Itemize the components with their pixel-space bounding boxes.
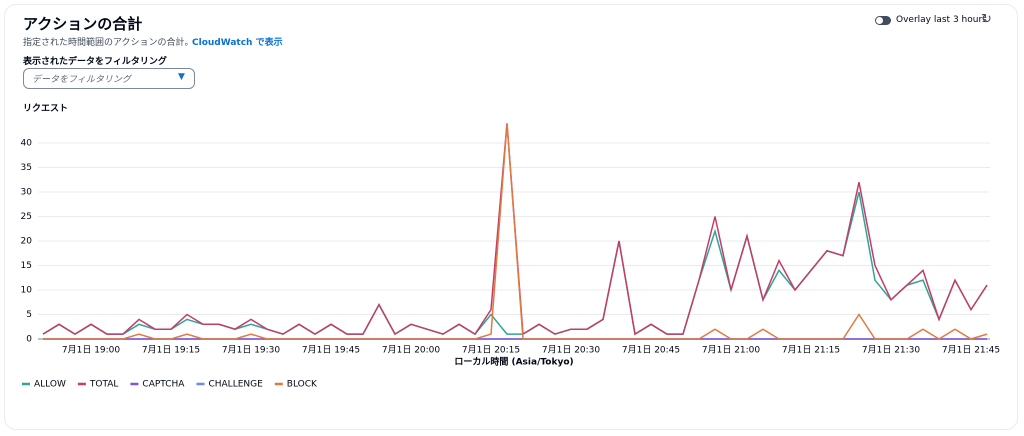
- x-tick-label: 7月1日 19:45: [302, 345, 360, 356]
- y-tick-label: 10: [21, 286, 33, 296]
- y-tick-label: 25: [21, 212, 32, 222]
- x-tick-label: 7月1日 21:00: [702, 345, 761, 356]
- filter-label: 表示されたデータをフィルタリング: [23, 57, 167, 67]
- legend-label: CAPTCHA: [142, 380, 185, 390]
- y-tick-label: 35: [21, 163, 32, 173]
- legend-label: CHALLENGE: [208, 380, 263, 390]
- refresh-icon[interactable]: ↻: [981, 12, 992, 27]
- x-tick-label: 7月1日 19:00: [62, 345, 121, 356]
- y-tick-label: 5: [26, 310, 32, 320]
- toggle-label: Overlay last 3 hours: [896, 15, 987, 25]
- y-tick-label: 30: [21, 188, 33, 198]
- legend-label: ALLOW: [34, 380, 66, 390]
- y-tick-label: 0: [26, 335, 32, 345]
- series-line: [43, 123, 988, 340]
- x-tick-label: 7月1日 20:15: [462, 345, 520, 356]
- x-tick-label: 7月1日 20:00: [382, 345, 441, 356]
- dropdown-arrow: ▼: [178, 72, 185, 82]
- toggle[interactable]: [875, 16, 891, 25]
- y-tick-label: 15: [21, 261, 32, 271]
- cloudwatch-link[interactable]: CloudWatch で表示: [192, 38, 283, 48]
- x-tick-label: 7月1日 19:30: [222, 345, 281, 356]
- chart-title: リクエスト: [23, 104, 69, 114]
- widget: アクションの合計 指定された時間範囲のアクションの合計。 CloudWatch …: [4, 4, 1018, 430]
- subtitle: 指定された時間範囲のアクションの合計。: [23, 38, 194, 48]
- series-line: [42, 191, 988, 336]
- x-tick-label: 7月1日 20:30: [542, 345, 601, 356]
- filter-placeholder: データをフィルタリング: [32, 75, 131, 85]
- x-tick-label: 7月1日 21:15: [782, 345, 840, 356]
- title: アクションの合計: [23, 15, 143, 33]
- x-tick-label: 7月1日 21:45: [942, 345, 1000, 356]
- legend-label: TOTAL: [89, 380, 119, 390]
- legend-label: BLOCK: [287, 380, 318, 390]
- x-tick-label: 7月1日 19:15: [142, 345, 200, 356]
- y-tick-label: 40: [21, 139, 33, 149]
- x-tick-label: 7月1日 21:30: [862, 345, 921, 356]
- x-tick-label: 7月1日 20:45: [622, 345, 680, 356]
- y-tick-label: 20: [21, 237, 33, 247]
- x-axis-title: ローカル時間 (Asia/Tokyo): [454, 356, 573, 368]
- filter-input[interactable]: データをフィルタリング ▼: [23, 68, 195, 89]
